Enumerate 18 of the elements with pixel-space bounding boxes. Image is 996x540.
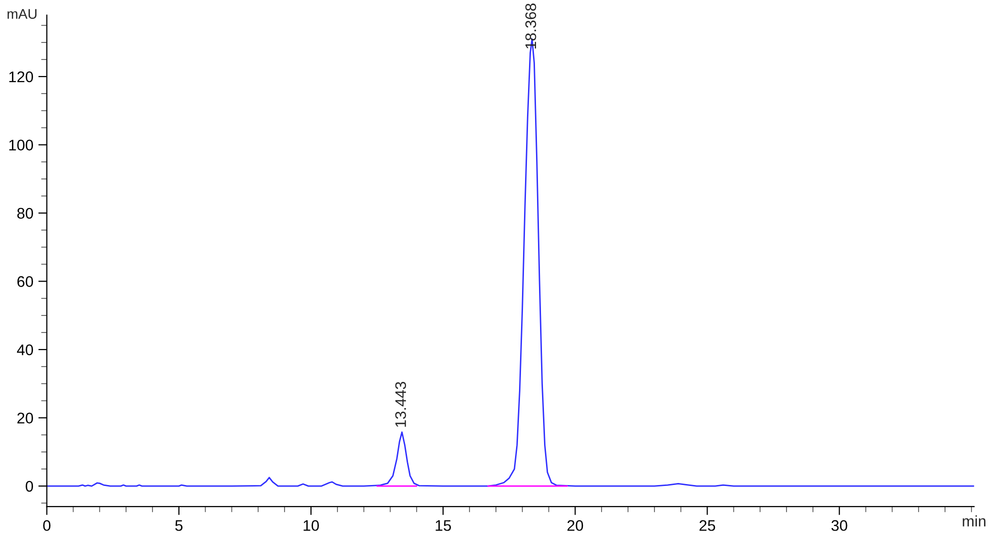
y-axis-title: mAU [8, 9, 36, 19]
y-tick-label: 100 [9, 140, 34, 150]
y-tick-label: 0 [26, 480, 34, 492]
y-tick-label: 80 [17, 208, 34, 219]
x-tick-label: 25 [700, 520, 716, 531]
x-tick-label: 15 [436, 520, 451, 531]
y-tick-label: 20 [17, 412, 34, 424]
x-tick-label: 5 [175, 520, 183, 531]
x-axis-title: min [962, 515, 986, 526]
x-tick-label: 20 [567, 520, 584, 531]
x-tick-label: 30 [831, 520, 848, 531]
y-tick-label: 60 [17, 276, 34, 287]
x-tick-label: 0 [43, 520, 50, 531]
y-tick-label: 120 [9, 71, 34, 82]
annotation: 13.443 [395, 382, 406, 427]
y-tick-label: 40 [16, 344, 34, 356]
x-tick-label: 10 [304, 520, 319, 531]
annotation: 18.368 [525, 4, 536, 48]
